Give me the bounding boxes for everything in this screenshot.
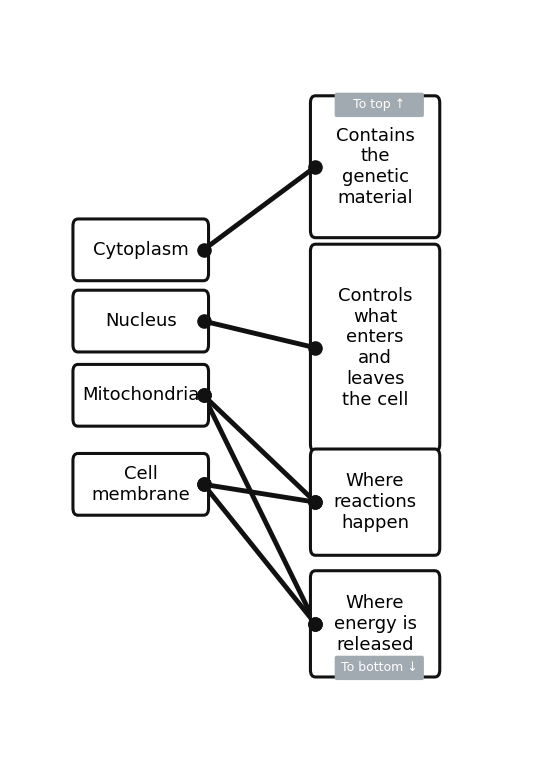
Text: Nucleus: Nucleus (105, 312, 177, 330)
Point (311, 496, 320, 508)
Text: To bottom ↓: To bottom ↓ (341, 662, 417, 675)
Point (311, 160, 320, 173)
Point (199, 478, 208, 490)
FancyBboxPatch shape (73, 219, 208, 281)
FancyBboxPatch shape (310, 244, 440, 451)
Text: Cytoplasm: Cytoplasm (93, 241, 188, 259)
Text: Where
energy is
released: Where energy is released (334, 594, 416, 654)
FancyBboxPatch shape (73, 290, 208, 352)
Point (311, 342, 320, 354)
Point (199, 389, 208, 402)
Point (199, 478, 208, 490)
Point (199, 244, 208, 256)
Text: Controls
what
enters
and
leaves
the cell: Controls what enters and leaves the cell (338, 287, 413, 409)
FancyBboxPatch shape (310, 96, 440, 237)
Point (199, 389, 208, 402)
Text: Mitochondria: Mitochondria (82, 386, 199, 404)
FancyBboxPatch shape (73, 453, 208, 515)
Text: To top ↑: To top ↑ (353, 99, 406, 111)
FancyBboxPatch shape (335, 93, 424, 117)
FancyBboxPatch shape (335, 655, 424, 680)
Point (311, 496, 320, 508)
FancyBboxPatch shape (73, 365, 208, 426)
Text: Where
reactions
happen: Where reactions happen (334, 473, 417, 532)
Text: Contains
the
genetic
material: Contains the genetic material (336, 126, 415, 207)
FancyBboxPatch shape (310, 571, 440, 677)
FancyBboxPatch shape (310, 449, 440, 555)
Point (311, 618, 320, 630)
Point (199, 315, 208, 327)
Point (311, 618, 320, 630)
Text: Cell
membrane: Cell membrane (91, 465, 190, 503)
